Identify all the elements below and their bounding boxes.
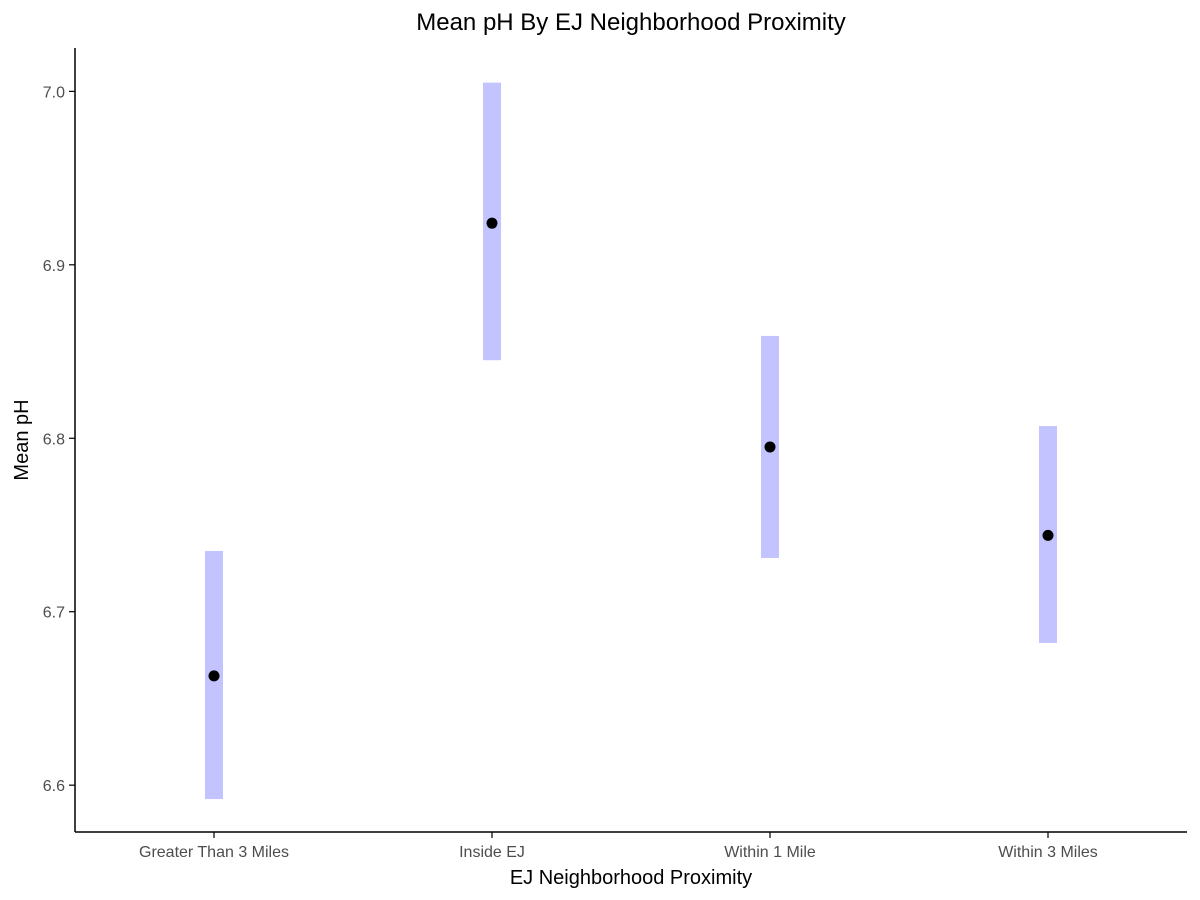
y-tick-label: 7.0	[43, 84, 65, 101]
x-tick-label: Within 1 Mile	[724, 844, 816, 861]
y-tick-label: 6.6	[43, 778, 65, 795]
x-tick-label: Within 3 Miles	[998, 844, 1098, 861]
mean-point	[1042, 529, 1054, 541]
plot-marks	[205, 82, 1057, 800]
mean-point	[764, 441, 776, 453]
y-axis-ticks: 6.6 6.7 6.8 6.9 7.0	[43, 84, 75, 795]
mean-point	[208, 670, 220, 682]
y-tick-label: 6.9	[43, 258, 65, 275]
chart-title: Mean pH By EJ Neighborhood Proximity	[416, 9, 846, 36]
x-axis-title: EJ Neighborhood Proximity	[510, 867, 752, 889]
x-axis-ticks: Greater Than 3 Miles Inside EJ Within 1 Mi…	[139, 832, 1098, 861]
y-tick-label: 6.8	[43, 431, 65, 448]
x-tick-label: Greater Than 3 Miles	[139, 844, 289, 861]
x-tick-label: Inside EJ	[459, 844, 525, 861]
mean-point	[486, 217, 498, 229]
y-tick-label: 6.7	[43, 605, 65, 622]
y-axis-title: Mean pH	[11, 399, 33, 480]
